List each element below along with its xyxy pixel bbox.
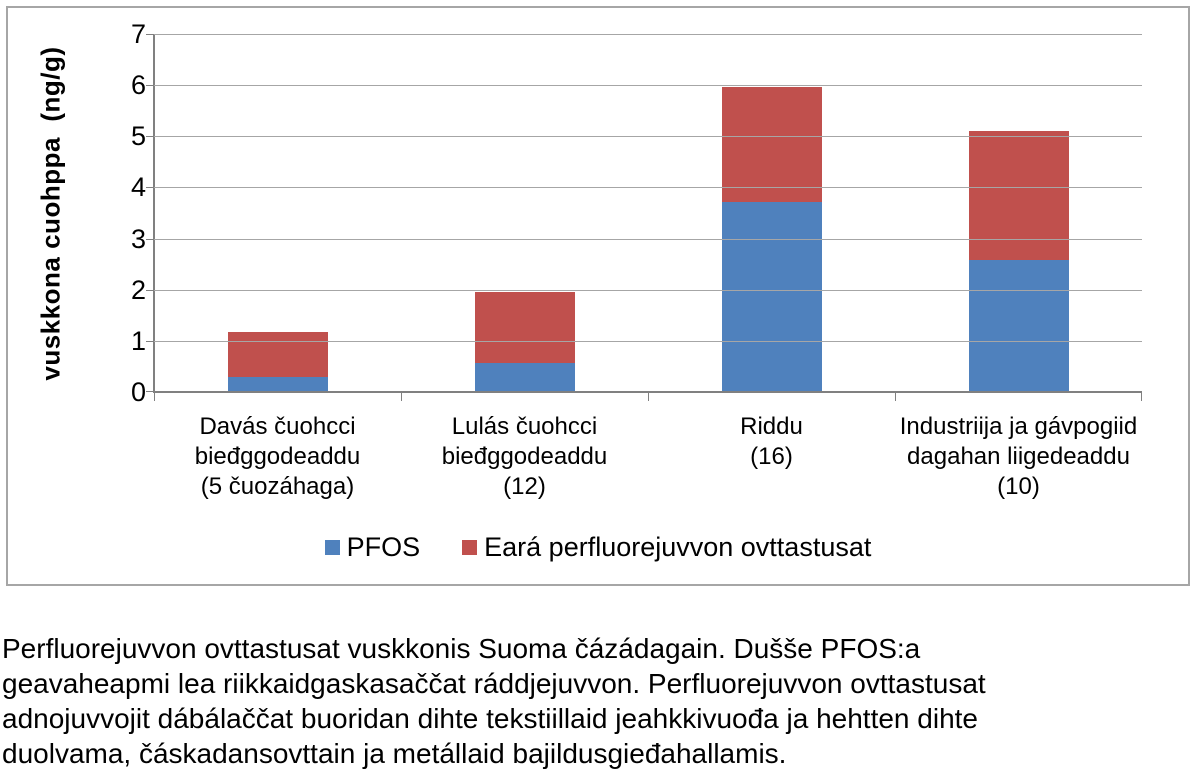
y-tick-mark-4: [146, 187, 154, 189]
gridline-y-2: [154, 289, 1142, 291]
bar-segment-pfos-4: [968, 259, 1069, 391]
chart-figure: vuskkona cuohppa (ng/g) 0 1 2 3 4 5 6 7 Davás č…: [6, 6, 1190, 586]
x-tick-mark-3: [895, 393, 896, 401]
y-tick-mark-6: [146, 85, 154, 87]
x-category-label-3: Riddu (16): [740, 413, 803, 470]
bar-slot-4: [895, 33, 1142, 391]
bar-segment-eará-1: [227, 331, 328, 377]
y-tick-label-0: 0: [130, 377, 146, 407]
stacked-bar-4: [968, 130, 1069, 391]
bar-segment-eará-3: [721, 86, 822, 202]
gridline-y-5: [154, 136, 1142, 138]
x-category-label-1: Davás čuohcci bieđggodeaddu (5 čuozáhaga…: [194, 413, 361, 500]
x-category-label-2: Lulás čuohcci bieđggodeaddu (12): [441, 413, 608, 500]
stacked-bar-3: [721, 86, 822, 391]
stacked-bar-2: [474, 291, 575, 391]
legend-swatch-icon: [324, 539, 340, 555]
y-tick-label-1: 1: [130, 325, 146, 356]
bar-segment-eará-4: [968, 130, 1069, 260]
gridline-y-4: [154, 187, 1142, 189]
chart-legend: PFOS Eará perfluorejuvvon ovttastusat: [8, 532, 1188, 562]
stacked-bar-1: [227, 331, 328, 391]
bar-segment-pfos-2: [474, 363, 575, 391]
y-axis-title: vuskkona cuohppa (ng/g): [18, 34, 84, 392]
y-tick-label-5: 5: [130, 121, 146, 152]
legend-item-2: Eará perfluorejuvvon ovttastusat: [462, 532, 871, 562]
plot-area: [146, 33, 1142, 401]
gridline-y-6: [154, 85, 1142, 87]
legend-swatch-icon: [462, 539, 478, 555]
x-tick-mark-2: [648, 393, 649, 401]
bar-slot-2: [401, 33, 648, 391]
y-tick-label-4: 4: [130, 172, 146, 203]
bar-slots: [154, 33, 1142, 391]
bar-slot-3: [648, 33, 895, 391]
bar-slot-1: [154, 33, 401, 391]
gridline-y-1: [154, 340, 1142, 342]
y-tick-mark-0: [146, 391, 154, 392]
legend-label: PFOS: [346, 532, 421, 562]
y-tick-label-7: 7: [130, 19, 146, 49]
y-tick-label-2: 2: [130, 274, 146, 305]
x-axis-line: [153, 391, 1142, 393]
y-tick-mark-3: [146, 238, 154, 240]
x-tick-mark-1: [401, 393, 402, 401]
y-axis-title-text: vuskkona cuohppa (ng/g): [35, 45, 66, 381]
gridline-y-3: [154, 238, 1142, 240]
x-tick-mark-0: [154, 393, 155, 401]
gridline-y-7: [154, 34, 1142, 35]
bar-segment-eará-2: [474, 291, 575, 364]
y-axis-tick-labels: 0 1 2 3 4 5 6 7: [84, 19, 146, 407]
legend-label: Eará perfluorejuvvon ovttastusat: [484, 532, 872, 562]
y-tick-label-3: 3: [130, 223, 146, 254]
y-tick-mark-2: [146, 289, 154, 291]
bar-segment-pfos-3: [721, 201, 822, 391]
figure-caption: Perfluorejuvvon ovttastusat vuskkonis Su…: [2, 633, 986, 769]
legend-item-1: PFOS: [324, 532, 421, 562]
y-tick-mark-7: [146, 34, 154, 35]
y-tick-mark-5: [146, 136, 154, 138]
bar-segment-pfos-1: [227, 376, 328, 391]
x-category-label-4: Industriija ja gávpogiid dagahan liigede…: [899, 413, 1138, 500]
y-tick-label-6: 6: [130, 70, 146, 101]
y-tick-mark-1: [146, 340, 154, 342]
x-tick-mark-4: [1141, 393, 1142, 401]
y-axis-line: [153, 34, 155, 393]
x-axis-category-labels: Davás čuohcci bieđggodeaddu (5 čuozáhaga…: [154, 412, 1142, 502]
